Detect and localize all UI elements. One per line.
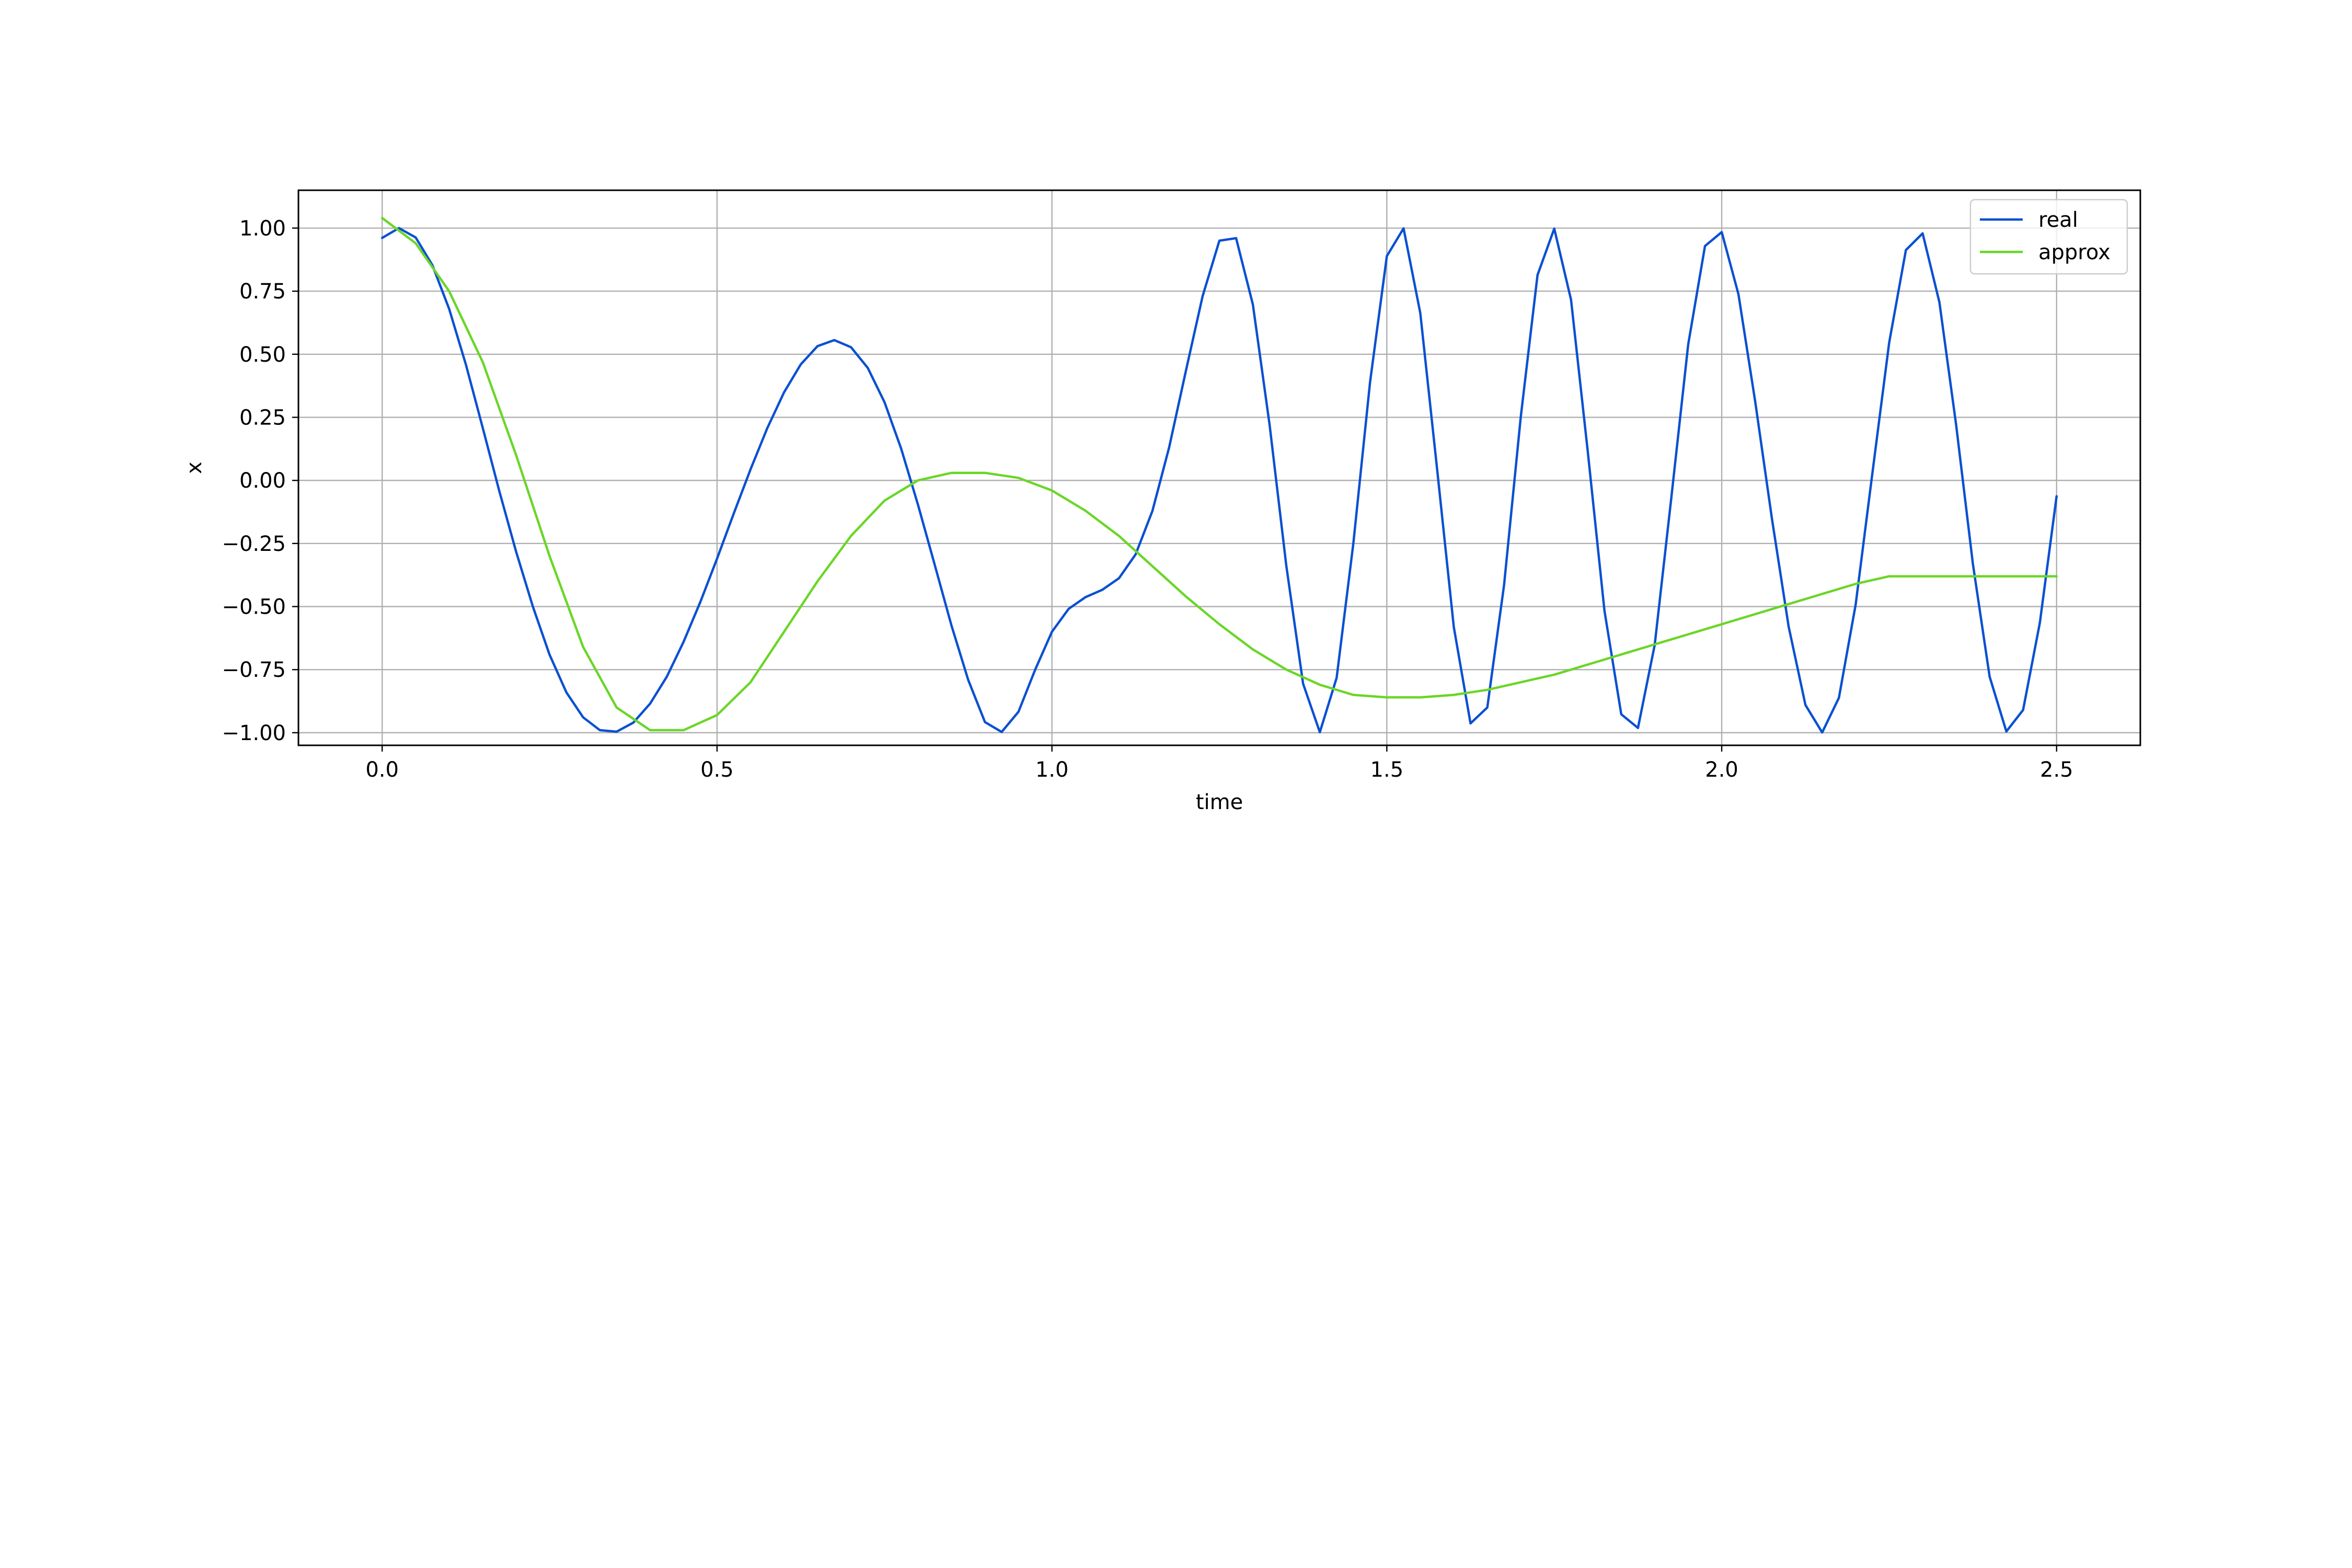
y-tick-label: −0.75 [222, 658, 286, 682]
x-tick-label: 0.5 [700, 758, 734, 782]
series-layer [381, 216, 2058, 734]
x-axis: 0.0 0.5 1.0 1.5 2.0 2.5 [365, 745, 2073, 782]
y-tick-label: 0.25 [239, 406, 286, 430]
legend: real approx [1969, 199, 2128, 275]
y-axis: 1.00 0.75 0.50 0.25 0.00 −0.25 −0.50 −0.75 −1.00 [222, 216, 298, 745]
y-tick-label: −1.00 [222, 721, 286, 745]
x-tick-label: 0.0 [365, 758, 399, 782]
y-tick-label: −0.50 [222, 595, 286, 619]
x-tick-label: 2.5 [2040, 758, 2073, 782]
legend-box [1969, 199, 2128, 275]
y-tick-label: 0.75 [239, 280, 286, 304]
x-axis-label: time [1196, 790, 1243, 814]
legend-label-approx: approx [2038, 240, 2111, 264]
x-tick-label: 2.0 [1705, 758, 1738, 782]
plot-frame [297, 189, 2141, 746]
x-tick-label: 1.0 [1035, 758, 1069, 782]
y-axis-label: x [182, 462, 206, 474]
grid [298, 190, 2140, 745]
y-tick-label: 0.00 [239, 469, 286, 493]
legend-label-real: real [2038, 208, 2078, 232]
y-tick-label: 0.50 [239, 343, 286, 367]
y-tick-label: 1.00 [239, 216, 286, 240]
y-tick-label: −0.25 [222, 532, 286, 556]
x-tick-label: 1.5 [1370, 758, 1404, 782]
series-line-approx [381, 216, 2058, 732]
series-line-real [381, 227, 2058, 734]
